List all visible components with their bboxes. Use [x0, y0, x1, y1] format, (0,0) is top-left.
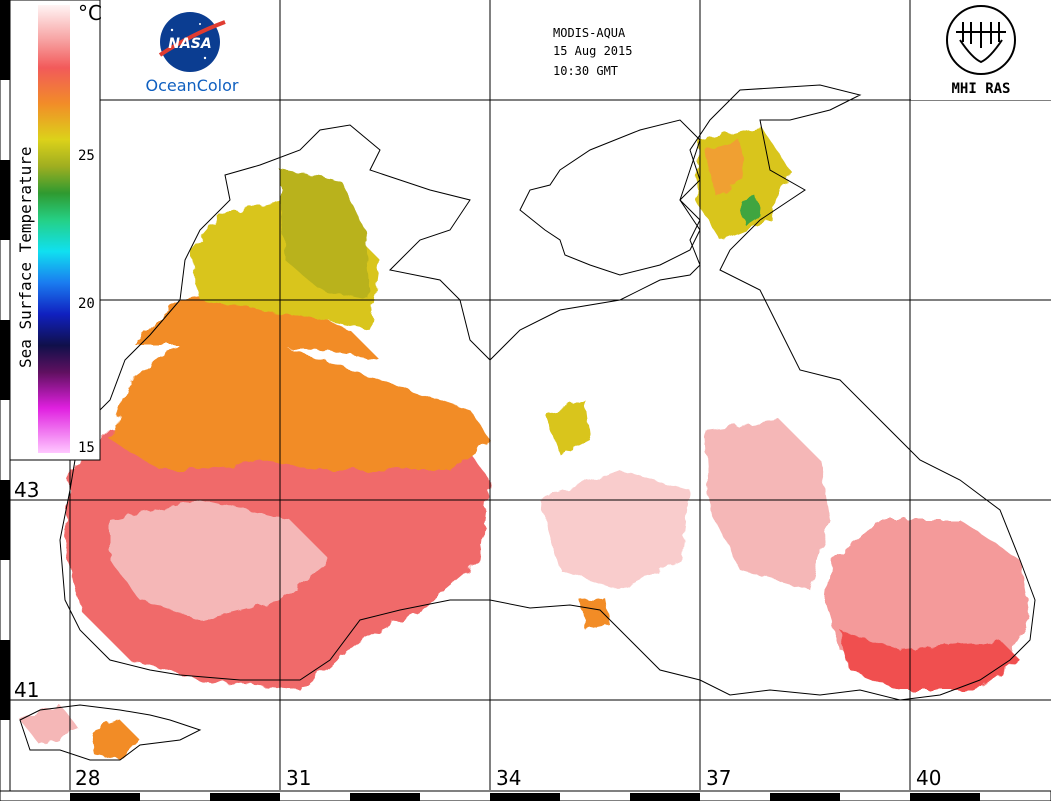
image-header: MODIS-AQUA 15 Aug 2015 10:30 GMT — [553, 26, 632, 78]
sst-patch-east-coast-red — [840, 630, 1020, 690]
coastline-north — [59, 84, 1036, 701]
colorbar-tick-25: 25 — [78, 148, 95, 164]
coastline-layer — [19, 84, 1036, 761]
coastline-marmara — [19, 704, 202, 761]
sst-patch-marmara-pink — [20, 705, 80, 745]
colorbar: °C 25 20 15 Sea Surface Temperature — [9, 0, 102, 461]
lon-label-31: 31 — [286, 766, 311, 790]
sst-patch-west-pink — [110, 500, 330, 620]
latitude-labels: 43 41 — [14, 478, 39, 702]
colorbar-title: Sea Surface Temperature — [16, 146, 35, 368]
colorbar-unit: °C — [78, 1, 102, 25]
lat-label-41: 41 — [14, 678, 39, 702]
sst-patch-east-center — [705, 420, 830, 590]
sst-patch-east-corner — [825, 520, 1030, 680]
bottom-ruler — [0, 790, 1051, 801]
colorbar-tick-15: 15 — [78, 440, 95, 456]
lon-label-37: 37 — [706, 766, 731, 790]
sst-patch-azov-orange — [705, 140, 745, 195]
lat-label-43: 43 — [14, 478, 39, 502]
oceancolor-label: OceanColor — [146, 76, 239, 95]
lon-label-28: 28 — [75, 766, 100, 790]
sst-patch-olive — [280, 170, 370, 300]
sst-patch-azov-green — [740, 195, 760, 225]
sst-patch-orange-nw — [135, 290, 380, 360]
sst-patch-south-orange — [580, 598, 610, 630]
colorbar-tick-20: 20 — [78, 296, 95, 312]
lon-label-40: 40 — [916, 766, 941, 790]
longitude-labels: 28 31 34 37 40 — [75, 766, 941, 790]
sst-patch-orange — [110, 330, 490, 470]
colorbar-gradient — [38, 5, 70, 453]
sensor-name: MODIS-AQUA — [553, 26, 626, 40]
sst-patch-azov-yellow — [695, 125, 790, 240]
sst-data-layer — [20, 125, 1030, 760]
coastline-crimea — [519, 119, 701, 276]
mhi-ras-label: MHI RAS — [951, 81, 1010, 97]
acquisition-time: 10:30 GMT — [553, 64, 618, 78]
sst-patch-central-yellow — [545, 400, 590, 455]
mhi-ras-logo: MHI RAS — [911, 0, 1051, 100]
sst-patch-marmara — [90, 720, 140, 760]
nasa-logo: NASA OceanColor — [146, 12, 239, 95]
acquisition-date: 15 Aug 2015 — [553, 44, 632, 58]
sst-patch-middle-pink — [540, 470, 690, 590]
left-ruler — [0, 0, 11, 801]
nasa-logo-text: NASA — [168, 36, 211, 52]
lon-label-34: 34 — [496, 766, 521, 790]
